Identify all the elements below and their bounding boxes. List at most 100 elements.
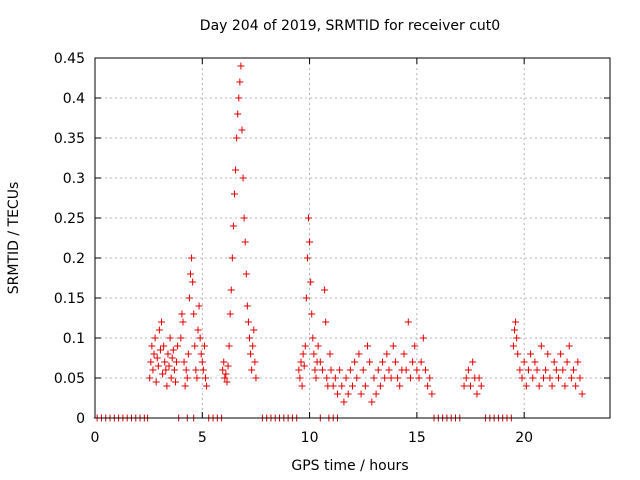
data-point <box>402 366 410 374</box>
y-tick-label: 0.4 <box>63 91 85 107</box>
data-point <box>353 374 361 382</box>
data-point <box>166 334 174 342</box>
data-point <box>338 382 346 390</box>
data-point <box>355 350 363 358</box>
data-point <box>173 358 181 366</box>
data-point <box>464 366 472 374</box>
data-point <box>316 358 324 366</box>
data-point <box>381 374 389 382</box>
data-point <box>234 110 242 118</box>
data-point <box>235 94 243 102</box>
data-point <box>379 358 387 366</box>
data-point <box>336 366 344 374</box>
data-point <box>333 390 341 398</box>
data-point <box>542 366 550 374</box>
data-point <box>300 362 308 370</box>
data-point <box>527 350 535 358</box>
data-point <box>178 310 186 318</box>
data-point <box>563 358 571 366</box>
data-point <box>243 302 251 310</box>
data-point <box>351 358 359 366</box>
data-point <box>295 366 303 374</box>
data-point <box>417 358 425 366</box>
data-point <box>252 374 260 382</box>
data-point <box>512 318 520 326</box>
data-point <box>409 358 417 366</box>
data-point <box>165 362 173 370</box>
data-points <box>93 62 586 422</box>
data-point <box>249 342 257 350</box>
data-point <box>162 366 170 374</box>
data-point <box>148 342 156 350</box>
data-point <box>246 334 253 342</box>
data-point <box>323 374 331 382</box>
data-point <box>310 350 318 358</box>
data-point <box>183 374 191 382</box>
data-point <box>400 350 408 358</box>
data-point <box>396 382 404 390</box>
data-point <box>239 174 247 182</box>
data-point <box>391 358 399 366</box>
data-point <box>383 350 391 358</box>
data-point <box>195 302 203 310</box>
data-point <box>169 346 177 354</box>
data-point <box>533 366 541 374</box>
data-point <box>181 382 189 390</box>
data-point <box>149 366 157 374</box>
data-point <box>368 398 376 406</box>
data-point <box>198 358 206 366</box>
y-axis-label: SRMTID / TECUs <box>6 182 22 295</box>
data-point <box>387 374 395 382</box>
data-point <box>186 270 194 278</box>
data-point <box>570 366 578 374</box>
y-tick-label: 0.15 <box>54 291 85 307</box>
data-point <box>311 366 319 374</box>
data-point <box>154 362 162 370</box>
data-point <box>164 350 172 358</box>
data-point <box>404 318 412 326</box>
data-point <box>153 354 161 362</box>
data-point <box>222 370 230 378</box>
data-point <box>225 342 233 350</box>
data-point <box>574 358 582 366</box>
data-point <box>299 350 307 358</box>
x-tick-label: 20 <box>515 430 533 446</box>
data-point <box>428 390 436 398</box>
data-point <box>537 342 545 350</box>
data-point <box>520 358 528 366</box>
data-point <box>151 334 159 342</box>
data-point <box>559 366 567 374</box>
data-point <box>168 354 176 362</box>
data-point <box>370 374 378 382</box>
data-point <box>509 342 517 350</box>
data-point <box>305 214 313 222</box>
data-point <box>511 326 519 334</box>
data-point <box>385 366 393 374</box>
data-point <box>161 358 169 366</box>
data-point <box>411 342 419 350</box>
x-tick-label: 0 <box>91 430 100 446</box>
data-point <box>242 270 250 278</box>
data-point <box>346 366 354 374</box>
data-point <box>160 342 168 350</box>
data-point <box>376 382 384 390</box>
data-point <box>220 358 228 366</box>
data-point <box>374 366 382 374</box>
data-point <box>203 382 211 390</box>
data-point <box>364 342 372 350</box>
data-point <box>565 342 573 350</box>
data-point <box>529 374 537 382</box>
data-point <box>177 334 185 342</box>
data-point <box>301 342 309 350</box>
data-point <box>298 382 306 390</box>
data-point <box>473 390 481 398</box>
y-tick-label: 0.35 <box>54 131 85 147</box>
data-point <box>170 366 178 374</box>
data-point <box>322 318 330 326</box>
x-tick-label: 15 <box>408 430 426 446</box>
data-point <box>200 342 208 350</box>
chart-title: Day 204 of 2019, SRMTID for receiver cut… <box>200 18 500 34</box>
data-point <box>250 326 258 334</box>
data-point <box>524 366 532 374</box>
data-point <box>233 134 241 142</box>
